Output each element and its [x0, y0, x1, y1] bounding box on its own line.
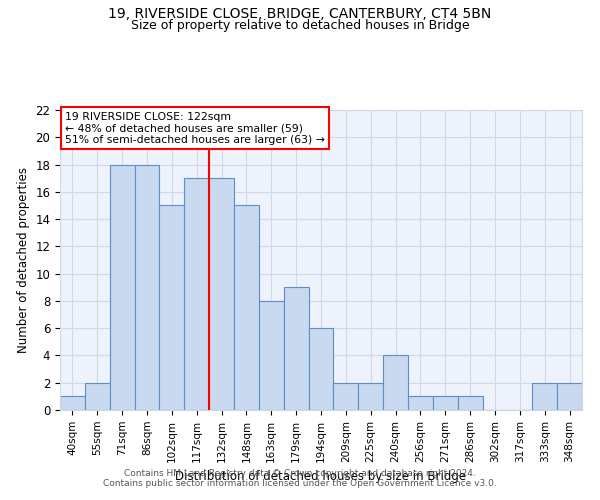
Text: Contains HM Land Registry data © Crown copyright and database right 2024.: Contains HM Land Registry data © Crown c…: [124, 468, 476, 477]
Bar: [160, 206, 184, 410]
Bar: [60, 396, 85, 410]
Bar: [557, 382, 582, 410]
Bar: [134, 164, 160, 410]
Bar: [209, 178, 234, 410]
Bar: [184, 178, 209, 410]
Bar: [234, 206, 259, 410]
Text: Contains public sector information licensed under the Open Government Licence v3: Contains public sector information licen…: [103, 478, 497, 488]
Bar: [408, 396, 433, 410]
Y-axis label: Number of detached properties: Number of detached properties: [17, 167, 30, 353]
Bar: [85, 382, 110, 410]
Text: Size of property relative to detached houses in Bridge: Size of property relative to detached ho…: [131, 19, 469, 32]
Bar: [110, 164, 134, 410]
Bar: [532, 382, 557, 410]
Bar: [358, 382, 383, 410]
Bar: [284, 288, 308, 410]
Bar: [433, 396, 458, 410]
Bar: [259, 301, 284, 410]
Bar: [308, 328, 334, 410]
Bar: [334, 382, 358, 410]
Bar: [383, 356, 408, 410]
Bar: [458, 396, 482, 410]
Text: 19, RIVERSIDE CLOSE, BRIDGE, CANTERBURY, CT4 5BN: 19, RIVERSIDE CLOSE, BRIDGE, CANTERBURY,…: [109, 8, 491, 22]
X-axis label: Distribution of detached houses by size in Bridge: Distribution of detached houses by size …: [175, 470, 467, 483]
Text: 19 RIVERSIDE CLOSE: 122sqm
← 48% of detached houses are smaller (59)
51% of semi: 19 RIVERSIDE CLOSE: 122sqm ← 48% of deta…: [65, 112, 325, 144]
